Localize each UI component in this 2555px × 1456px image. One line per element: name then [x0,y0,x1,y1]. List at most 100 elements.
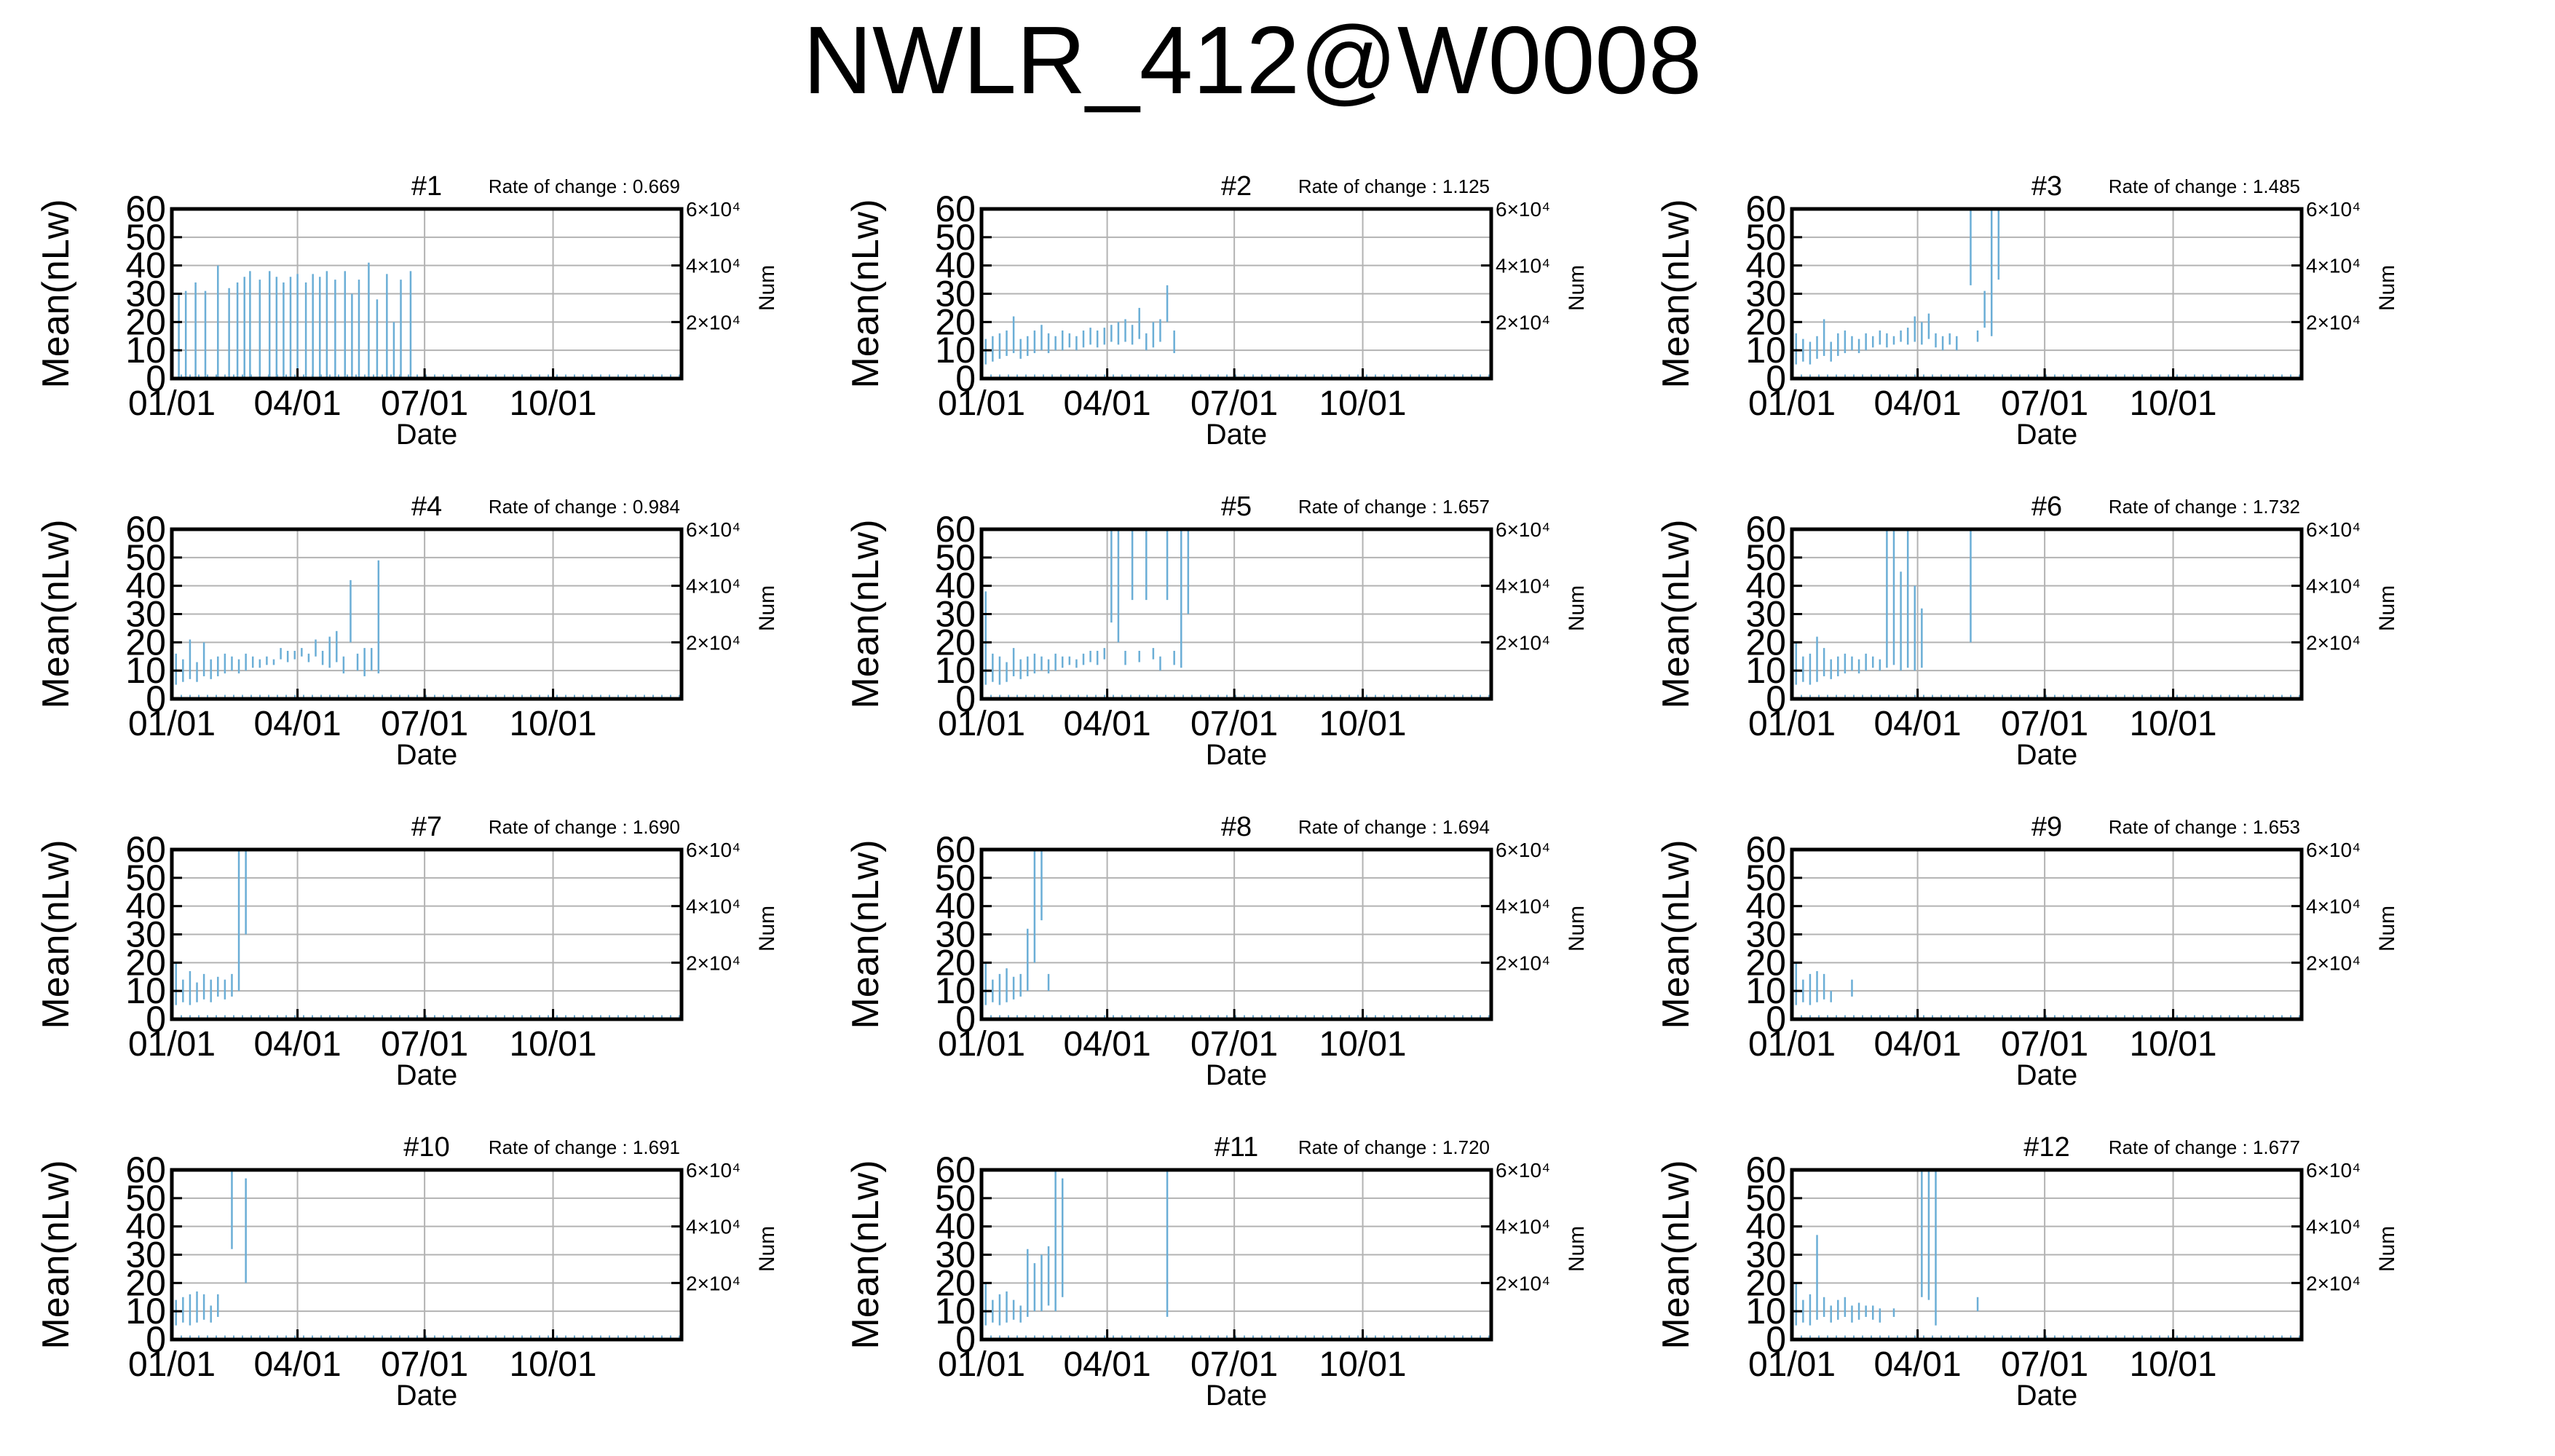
y-tick-label: 50 [935,537,976,578]
y2-axis-label: Num [755,1226,779,1272]
x-tick-label: 07/01 [1190,1345,1278,1384]
x-tick-label: 01/01 [938,384,1025,423]
x-tick-label: 04/01 [254,705,341,743]
x-tick-label: 07/01 [381,1345,468,1384]
y-axis-label: Mean(nLw) [1655,839,1697,1029]
y-tick-label: 30 [935,914,976,955]
x-tick-label: 01/01 [938,705,1025,743]
y-tick-label: 0 [955,1319,976,1360]
y2-tick-label: 6×10⁴ [1496,1159,1550,1182]
y2-tick-label: 2×10⁴ [2306,631,2361,654]
y-tick-label: 50 [935,858,976,898]
y-tick-label: 10 [125,1291,166,1332]
y2-tick-label: 6×10⁴ [686,1159,741,1182]
rate-of-change-label: Rate of change : 1.653 [2109,816,2300,838]
x-tick-label: 10/01 [509,384,596,423]
y-tick-label: 20 [125,301,166,342]
y-tick-label: 20 [935,942,976,983]
y-tick-label: 0 [1766,678,1786,719]
y-tick-label: 0 [955,358,976,399]
x-tick-label: 10/01 [1319,705,1406,743]
x-axis-label: Date [1206,739,1268,771]
y-tick-label: 40 [125,245,166,286]
x-tick-label: 10/01 [2129,384,2216,423]
y-axis-label: Mean(nLw) [845,199,887,388]
x-tick-label: 04/01 [254,384,341,423]
x-tick-label: 10/01 [2129,705,2216,743]
y2-tick-label: 6×10⁴ [2306,198,2361,221]
x-tick-label: 01/01 [128,1025,216,1064]
y-axis-label: Mean(nLw) [35,519,77,708]
y-axis-label: Mean(nLw) [35,839,77,1029]
y-tick-label: 20 [1745,942,1786,983]
y2-tick-label: 4×10⁴ [2306,575,2361,598]
x-tick-label: 01/01 [938,1025,1025,1064]
y-tick-label: 0 [146,678,166,719]
y-tick-label: 60 [125,1150,166,1190]
x-tick-label: 10/01 [2129,1025,2216,1064]
y-tick-label: 20 [1745,1262,1786,1303]
x-tick-label: 07/01 [2001,1025,2088,1064]
rate-of-change-label: Rate of change : 1.485 [2109,175,2300,197]
y-tick-label: 0 [1766,1319,1786,1360]
rate-of-change-label: Rate of change : 1.690 [489,816,680,838]
y2-tick-label: 2×10⁴ [2306,311,2361,333]
y-tick-label: 30 [935,594,976,635]
y2-axis-label: Num [2375,1226,2399,1272]
y-tick-label: 40 [1745,566,1786,606]
y-tick-label: 30 [1745,914,1786,955]
y2-axis-label: Num [1565,265,1589,311]
y-axis-label: Mean(nLw) [845,1160,887,1349]
x-tick-label: 01/01 [1748,705,1836,743]
panel-title: #2 [1221,171,1252,202]
y-tick-label: 0 [146,999,166,1040]
x-tick-label: 10/01 [2129,1345,2216,1384]
y-tick-label: 20 [1745,622,1786,662]
y2-tick-label: 2×10⁴ [686,311,741,333]
y-tick-label: 60 [935,509,976,550]
y-tick-label: 20 [935,622,976,662]
y2-tick-label: 6×10⁴ [1496,518,1550,541]
y-tick-label: 10 [1745,330,1786,371]
y2-tick-label: 6×10⁴ [686,518,741,541]
y-tick-label: 40 [1745,886,1786,927]
x-tick-label: 04/01 [1064,1025,1151,1064]
y2-tick-label: 4×10⁴ [686,575,741,598]
y-tick-label: 30 [125,594,166,635]
x-tick-label: 04/01 [1064,384,1151,423]
y2-tick-label: 2×10⁴ [686,631,741,654]
y2-tick-label: 2×10⁴ [686,951,741,974]
y-axis-label: Mean(nLw) [845,519,887,708]
y-tick-label: 10 [935,330,976,371]
y2-tick-label: 4×10⁴ [686,1216,741,1238]
rate-of-change-label: Rate of change : 0.669 [489,175,680,197]
x-axis-label: Date [2016,1380,2078,1412]
y-axis-label: Mean(nLw) [845,839,887,1029]
y-tick-label: 20 [125,942,166,983]
rate-of-change-label: Rate of change : 1.694 [1298,816,1490,838]
y2-axis-label: Num [2375,906,2399,951]
y-tick-label: 40 [935,1206,976,1247]
y-tick-label: 50 [935,217,976,258]
y-tick-label: 60 [935,189,976,229]
y2-tick-label: 6×10⁴ [2306,839,2361,861]
y-tick-label: 20 [125,622,166,662]
y-tick-label: 40 [935,245,976,286]
y2-axis-label: Num [2375,265,2399,311]
y-tick-label: 30 [1745,594,1786,635]
rate-of-change-label: Rate of change : 1.657 [1298,496,1490,518]
x-tick-label: 04/01 [1874,1345,1962,1384]
y-tick-label: 60 [935,1150,976,1190]
panel-title: #4 [411,491,442,522]
y2-axis-label: Num [1565,1226,1589,1272]
y-tick-label: 50 [1745,217,1786,258]
y-tick-label: 30 [1745,274,1786,314]
panel-title: #6 [2031,491,2062,522]
y2-tick-label: 2×10⁴ [2306,1272,2361,1294]
